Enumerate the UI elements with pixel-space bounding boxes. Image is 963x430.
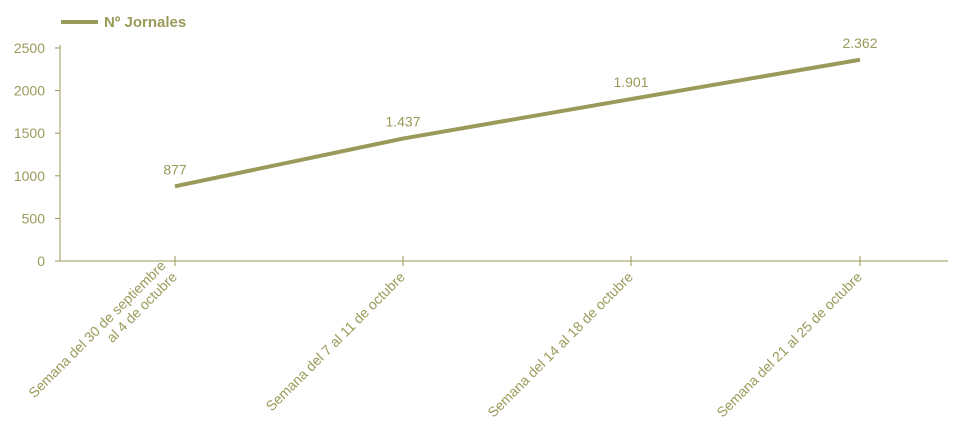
x-category-label-line: Semana del 14 al 18 de octubre — [484, 268, 636, 420]
y-tick-label: 2000 — [14, 83, 45, 99]
data-label: 2.362 — [842, 35, 877, 51]
data-label: 1.437 — [385, 114, 420, 130]
legend: Nº Jornales — [61, 14, 186, 31]
y-tick-label: 0 — [37, 253, 45, 269]
y-tick-label: 1000 — [14, 168, 45, 184]
x-category-label: Semana del 14 al 18 de octubre — [484, 268, 636, 420]
x-category-label: Semana del 21 al 25 de octubre — [713, 268, 865, 420]
x-category-label-line: Semana del 7 al 11 de octubre — [263, 268, 409, 414]
plot-area: 877 1.437 1.901 2.362 — [163, 35, 878, 189]
y-axis: 0 500 1000 1500 2000 2500 — [14, 40, 61, 269]
y-tick-label: 500 — [22, 210, 46, 226]
y-tick-label: 1500 — [14, 125, 45, 141]
legend-label: Nº Jornales — [104, 14, 186, 31]
x-category-label-line: Semana del 21 al 25 de octubre — [713, 268, 865, 420]
data-label: 877 — [163, 161, 187, 177]
series-line — [174, 57, 861, 189]
y-tick-label: 2500 — [14, 40, 45, 56]
x-category-label-line: Semana del 30 de septiembre — [25, 257, 169, 401]
x-category-label: Semana del 7 al 11 de octubre — [263, 268, 409, 414]
data-label: 1.901 — [613, 74, 648, 90]
